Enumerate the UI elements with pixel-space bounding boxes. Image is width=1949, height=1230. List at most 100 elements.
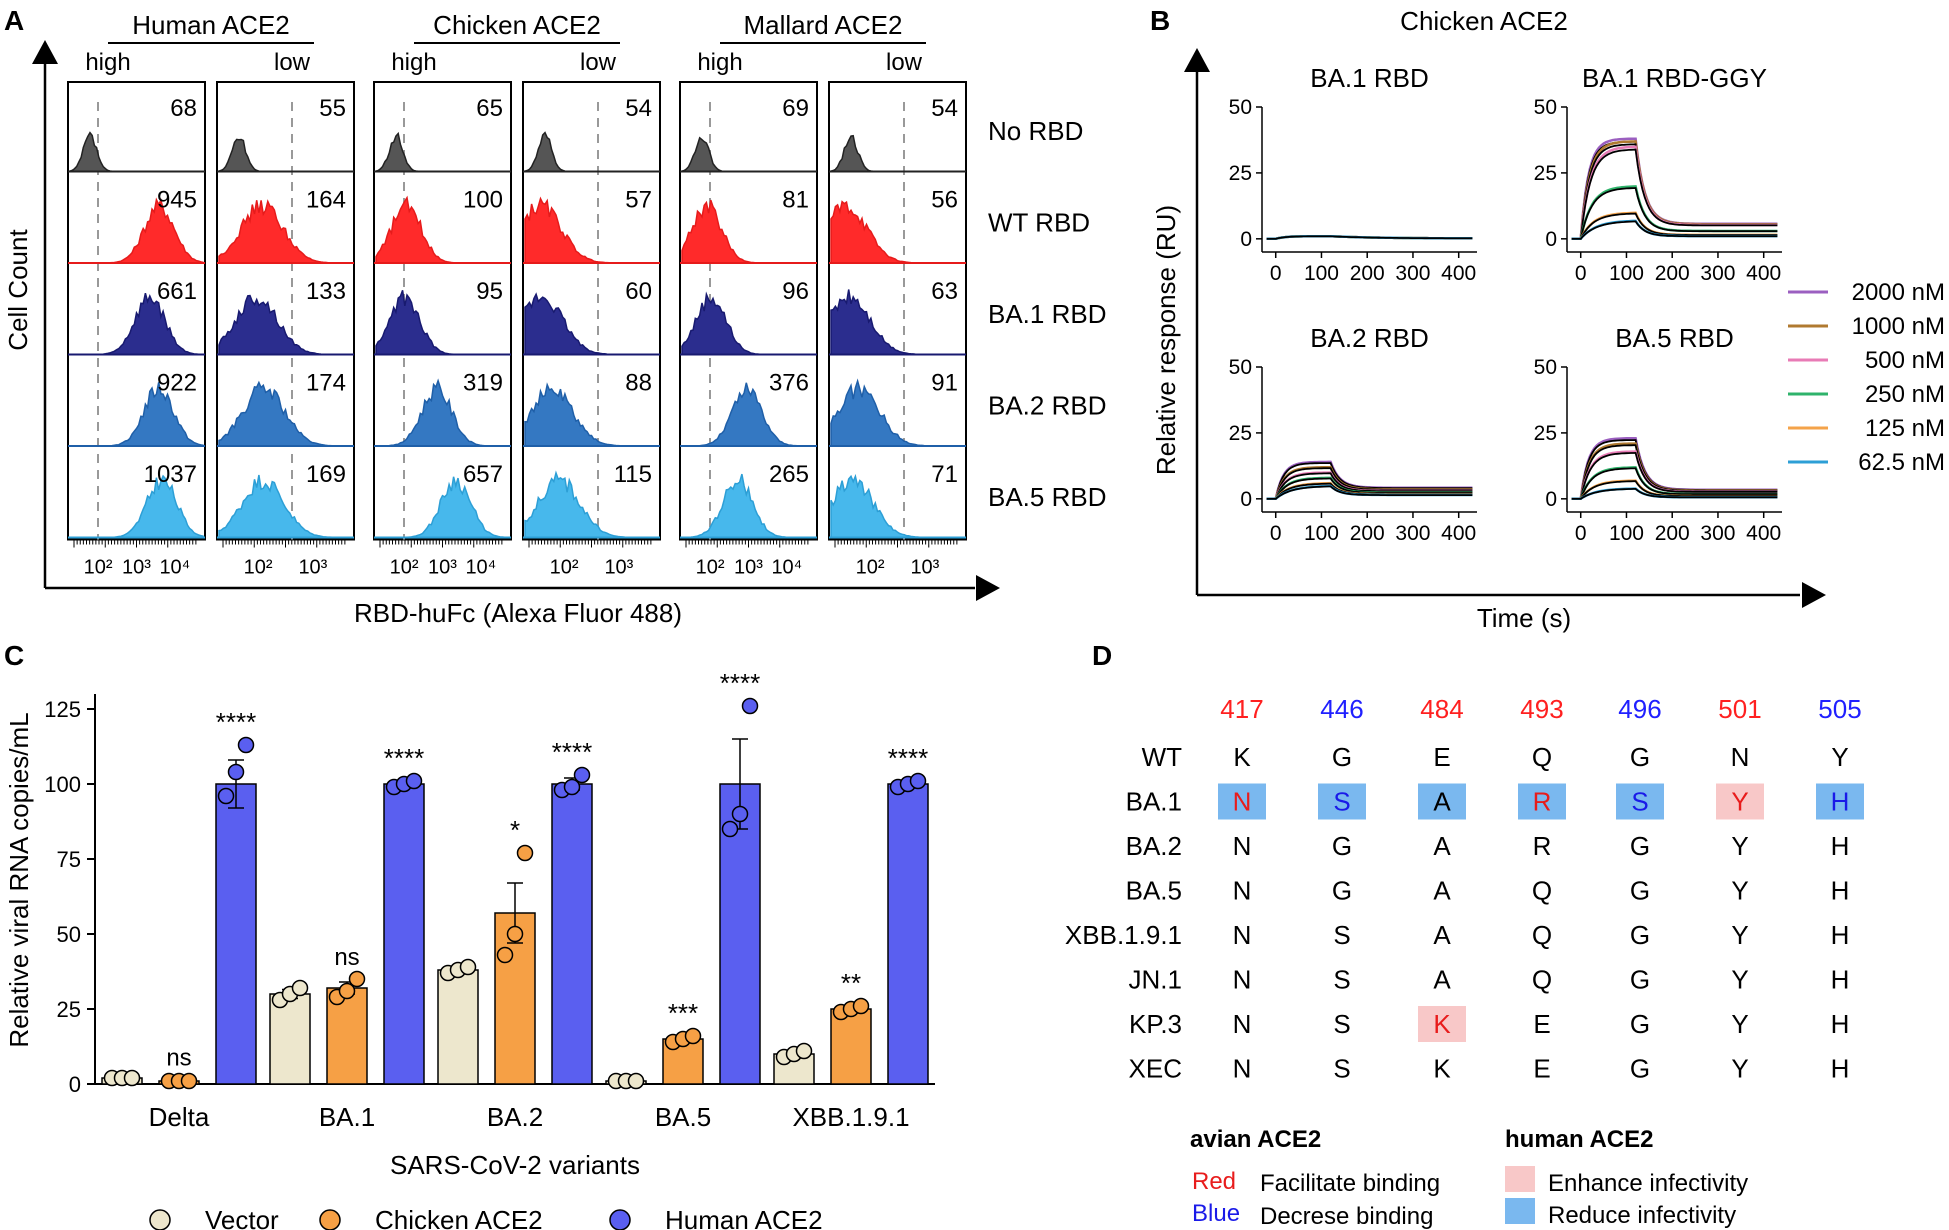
subgroup-high: high [391,49,436,76]
mfi-value-label: 661 [157,278,197,305]
legend-label: 125 nM [1865,415,1945,442]
legend-avian-title: avian ACE2 [1190,1126,1321,1153]
x-tick-label: 100 [1609,262,1644,285]
mfi-value-label: 133 [306,278,346,305]
histogram-trace [681,136,815,173]
residue: R [1533,787,1552,817]
data-point [338,982,356,1000]
residue: H [1831,876,1850,906]
panel-b-title: Chicken ACE2 [1400,6,1568,36]
residue: G [1630,1054,1650,1084]
axis-x-arrow [1802,582,1826,608]
bar [437,969,479,1085]
residue-highlight [1616,783,1664,820]
axis-x-arrow [976,575,1000,601]
significance-label: **** [384,743,424,773]
residue: Y [1731,965,1748,995]
y-tick-label: 50 [1229,96,1252,119]
sensorgram-fit [1571,148,1778,240]
residue: S [1333,965,1350,995]
position-number: 505 [1818,694,1861,724]
panel-label-b: B [1150,5,1170,36]
tick-label: 10³ [734,557,763,579]
row-label: BA.5 RBD [988,482,1107,512]
legend-blue-text: Decrese binding [1260,1203,1433,1230]
legend-red-text: Facilitate binding [1260,1170,1440,1197]
data-point [909,772,927,790]
y-tick-label: 50 [57,922,81,947]
residue: N [1233,1009,1252,1039]
residue-highlight [1318,783,1366,820]
sensorgram-fit [1266,472,1473,500]
data-point [237,736,255,754]
category-label: BA.5 [655,1102,711,1132]
sub-ba2-title: BA.2 RBD [1310,323,1429,353]
mfi-value-label: 657 [463,461,503,488]
mfi-value-label: 68 [170,95,197,122]
residue-highlight [1418,1006,1466,1042]
residue-highlight [1418,783,1466,820]
mfi-value-label: 81 [782,187,809,214]
y-axis-label: Relative viral RNA copies/mL [4,712,34,1047]
tick-label: 10³ [298,557,327,579]
variant-name: JN.1 [1129,965,1182,995]
residue: Y [1731,1054,1748,1084]
residue: S [1333,920,1350,950]
y-tick-label: 50 [1534,356,1557,379]
residue-highlight [1716,783,1764,820]
tick-label: 10² [550,557,579,579]
sensorgram-fit [1571,467,1778,500]
residue: G [1630,920,1650,950]
y-tick-label: 0 [1240,488,1252,511]
legend-label: Vector [205,1205,279,1230]
legend-label: Human ACE2 [665,1205,823,1230]
histogram-trace [69,131,203,173]
residue: R [1533,831,1552,861]
y-tick-label: 50 [1534,96,1557,119]
data-point [721,820,739,838]
legend-pink-box [1505,1166,1535,1192]
sensorgram-fit [1266,235,1473,240]
mfi-value-label: 54 [625,95,652,122]
tick-label: 10³ [122,557,151,579]
x-tick-label: 200 [1350,522,1385,545]
residue: G [1630,876,1650,906]
position-number: 484 [1420,694,1463,724]
tick-label: 10² [84,557,113,579]
panel-label-a: A [4,5,24,36]
tick-label: 10² [696,557,725,579]
position-number: 496 [1618,694,1661,724]
significance-label: ns [166,1045,191,1072]
x-tick-label: 400 [1441,522,1476,545]
significance-label: *** [668,998,698,1028]
x-tick-label: 300 [1700,522,1735,545]
legend-marker [149,1209,171,1230]
mfi-value-label: 376 [769,370,809,397]
data-point [627,1072,645,1090]
tick-label: 10³ [910,557,939,579]
category-label: XBB.1.9.1 [792,1102,909,1132]
data-point [731,805,749,823]
mfi-value-label: 91 [931,370,958,397]
position-number: 501 [1718,694,1761,724]
x-tick-label: 0 [1575,262,1587,285]
x-tick-label: 400 [1746,522,1781,545]
subgroup-high: high [697,49,742,76]
significance-label: **** [216,707,256,737]
residue: G [1630,742,1650,772]
x-tick-label: 0 [1270,262,1282,285]
residue: Q [1532,965,1552,995]
subgroup-high: high [85,49,130,76]
x-tick-label: 100 [1609,522,1644,545]
sensorgram-fit [1571,187,1778,240]
residue: S [1333,1009,1350,1039]
data-point [405,772,423,790]
data-point [684,1027,702,1045]
y-tick-label: 100 [44,772,81,797]
residue: H [1831,1009,1850,1039]
legend-human-title: human ACE2 [1505,1126,1653,1153]
sensorgram-fit [1571,451,1778,500]
significance-label: ns [334,944,359,971]
sensorgram-fit [1266,477,1473,500]
